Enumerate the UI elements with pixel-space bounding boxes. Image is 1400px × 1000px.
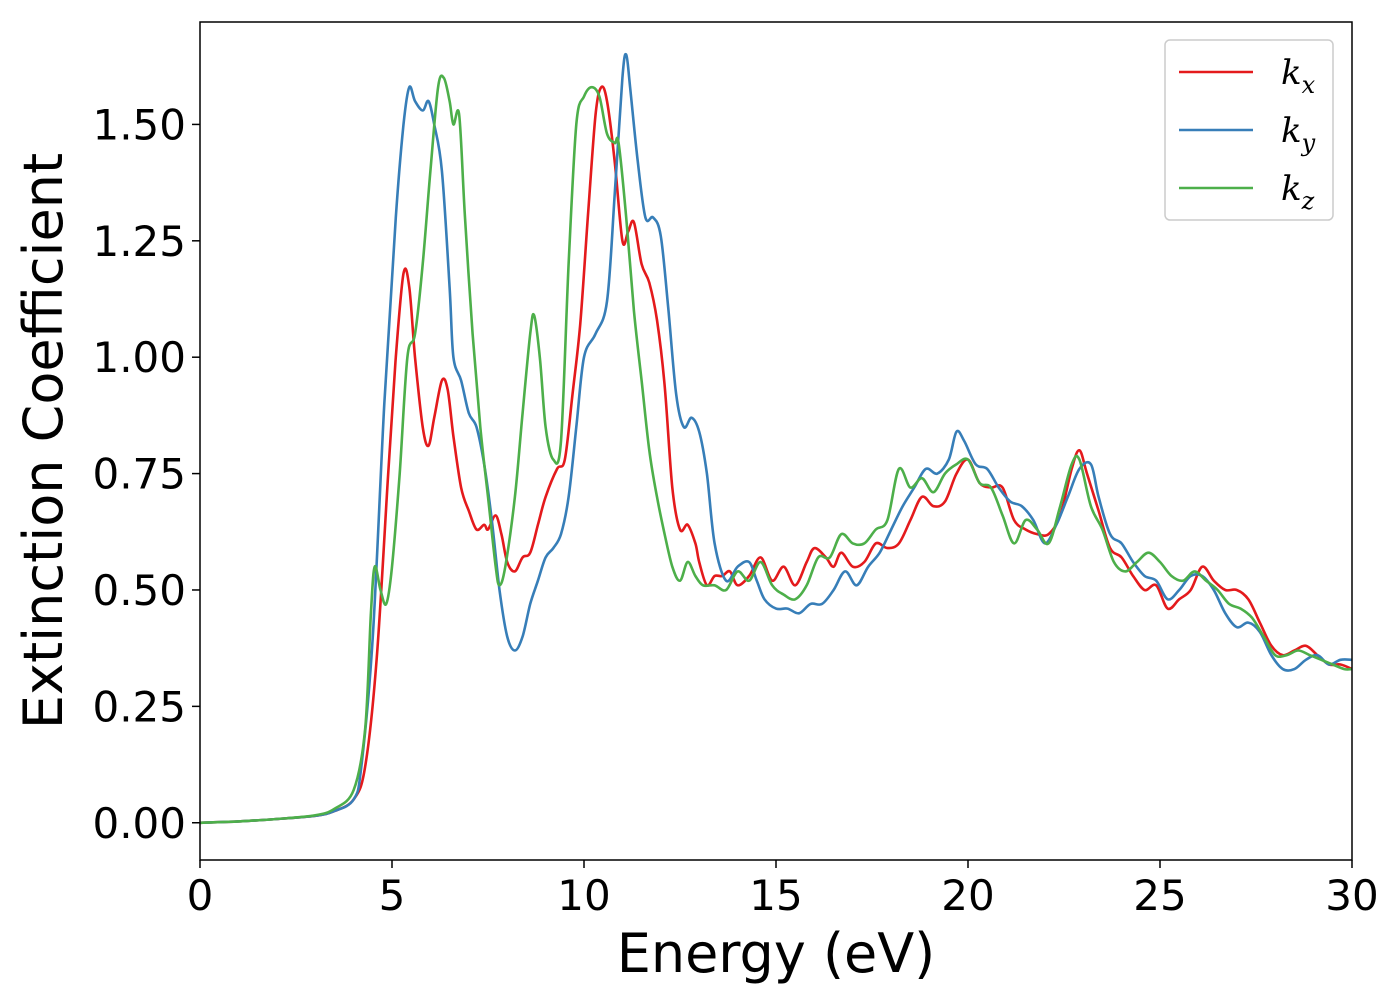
x-tick-label: 0 bbox=[187, 871, 214, 920]
legend: kx ky kz bbox=[1164, 39, 1334, 221]
legend-entry-kz: kz bbox=[1281, 169, 1315, 215]
x-axis: 0 5 10 15 20 25 30 bbox=[187, 860, 1379, 920]
legend-entry-kx: kx bbox=[1281, 53, 1316, 99]
y-tick-label: 0.75 bbox=[92, 450, 186, 499]
x-axis-label: Energy (eV) bbox=[617, 922, 936, 985]
x-tick-label: 25 bbox=[1133, 871, 1186, 920]
y-tick-label: 0.50 bbox=[92, 566, 186, 615]
series-line-kx bbox=[199, 85, 1353, 825]
series-layer bbox=[199, 52, 1353, 825]
y-tick-label: 0.25 bbox=[92, 682, 186, 731]
y-tick-label: 0.00 bbox=[92, 799, 186, 848]
series-line-kz bbox=[199, 74, 1353, 825]
x-tick-label: 30 bbox=[1325, 871, 1378, 920]
legend-entry-ky: ky bbox=[1281, 111, 1316, 157]
x-tick-label: 10 bbox=[557, 871, 610, 920]
x-tick-label: 20 bbox=[941, 871, 994, 920]
y-axis-label: Extinction Coefficient bbox=[12, 153, 75, 729]
x-tick-label: 15 bbox=[749, 871, 802, 920]
y-tick-label: 1.25 bbox=[92, 217, 186, 266]
y-tick-label: 1.00 bbox=[92, 333, 186, 382]
x-tick-label: 5 bbox=[379, 871, 406, 920]
y-axis: 0.00 0.25 0.50 0.75 1.00 1.25 1.50 bbox=[92, 100, 200, 848]
y-tick-label: 1.50 bbox=[92, 100, 186, 149]
